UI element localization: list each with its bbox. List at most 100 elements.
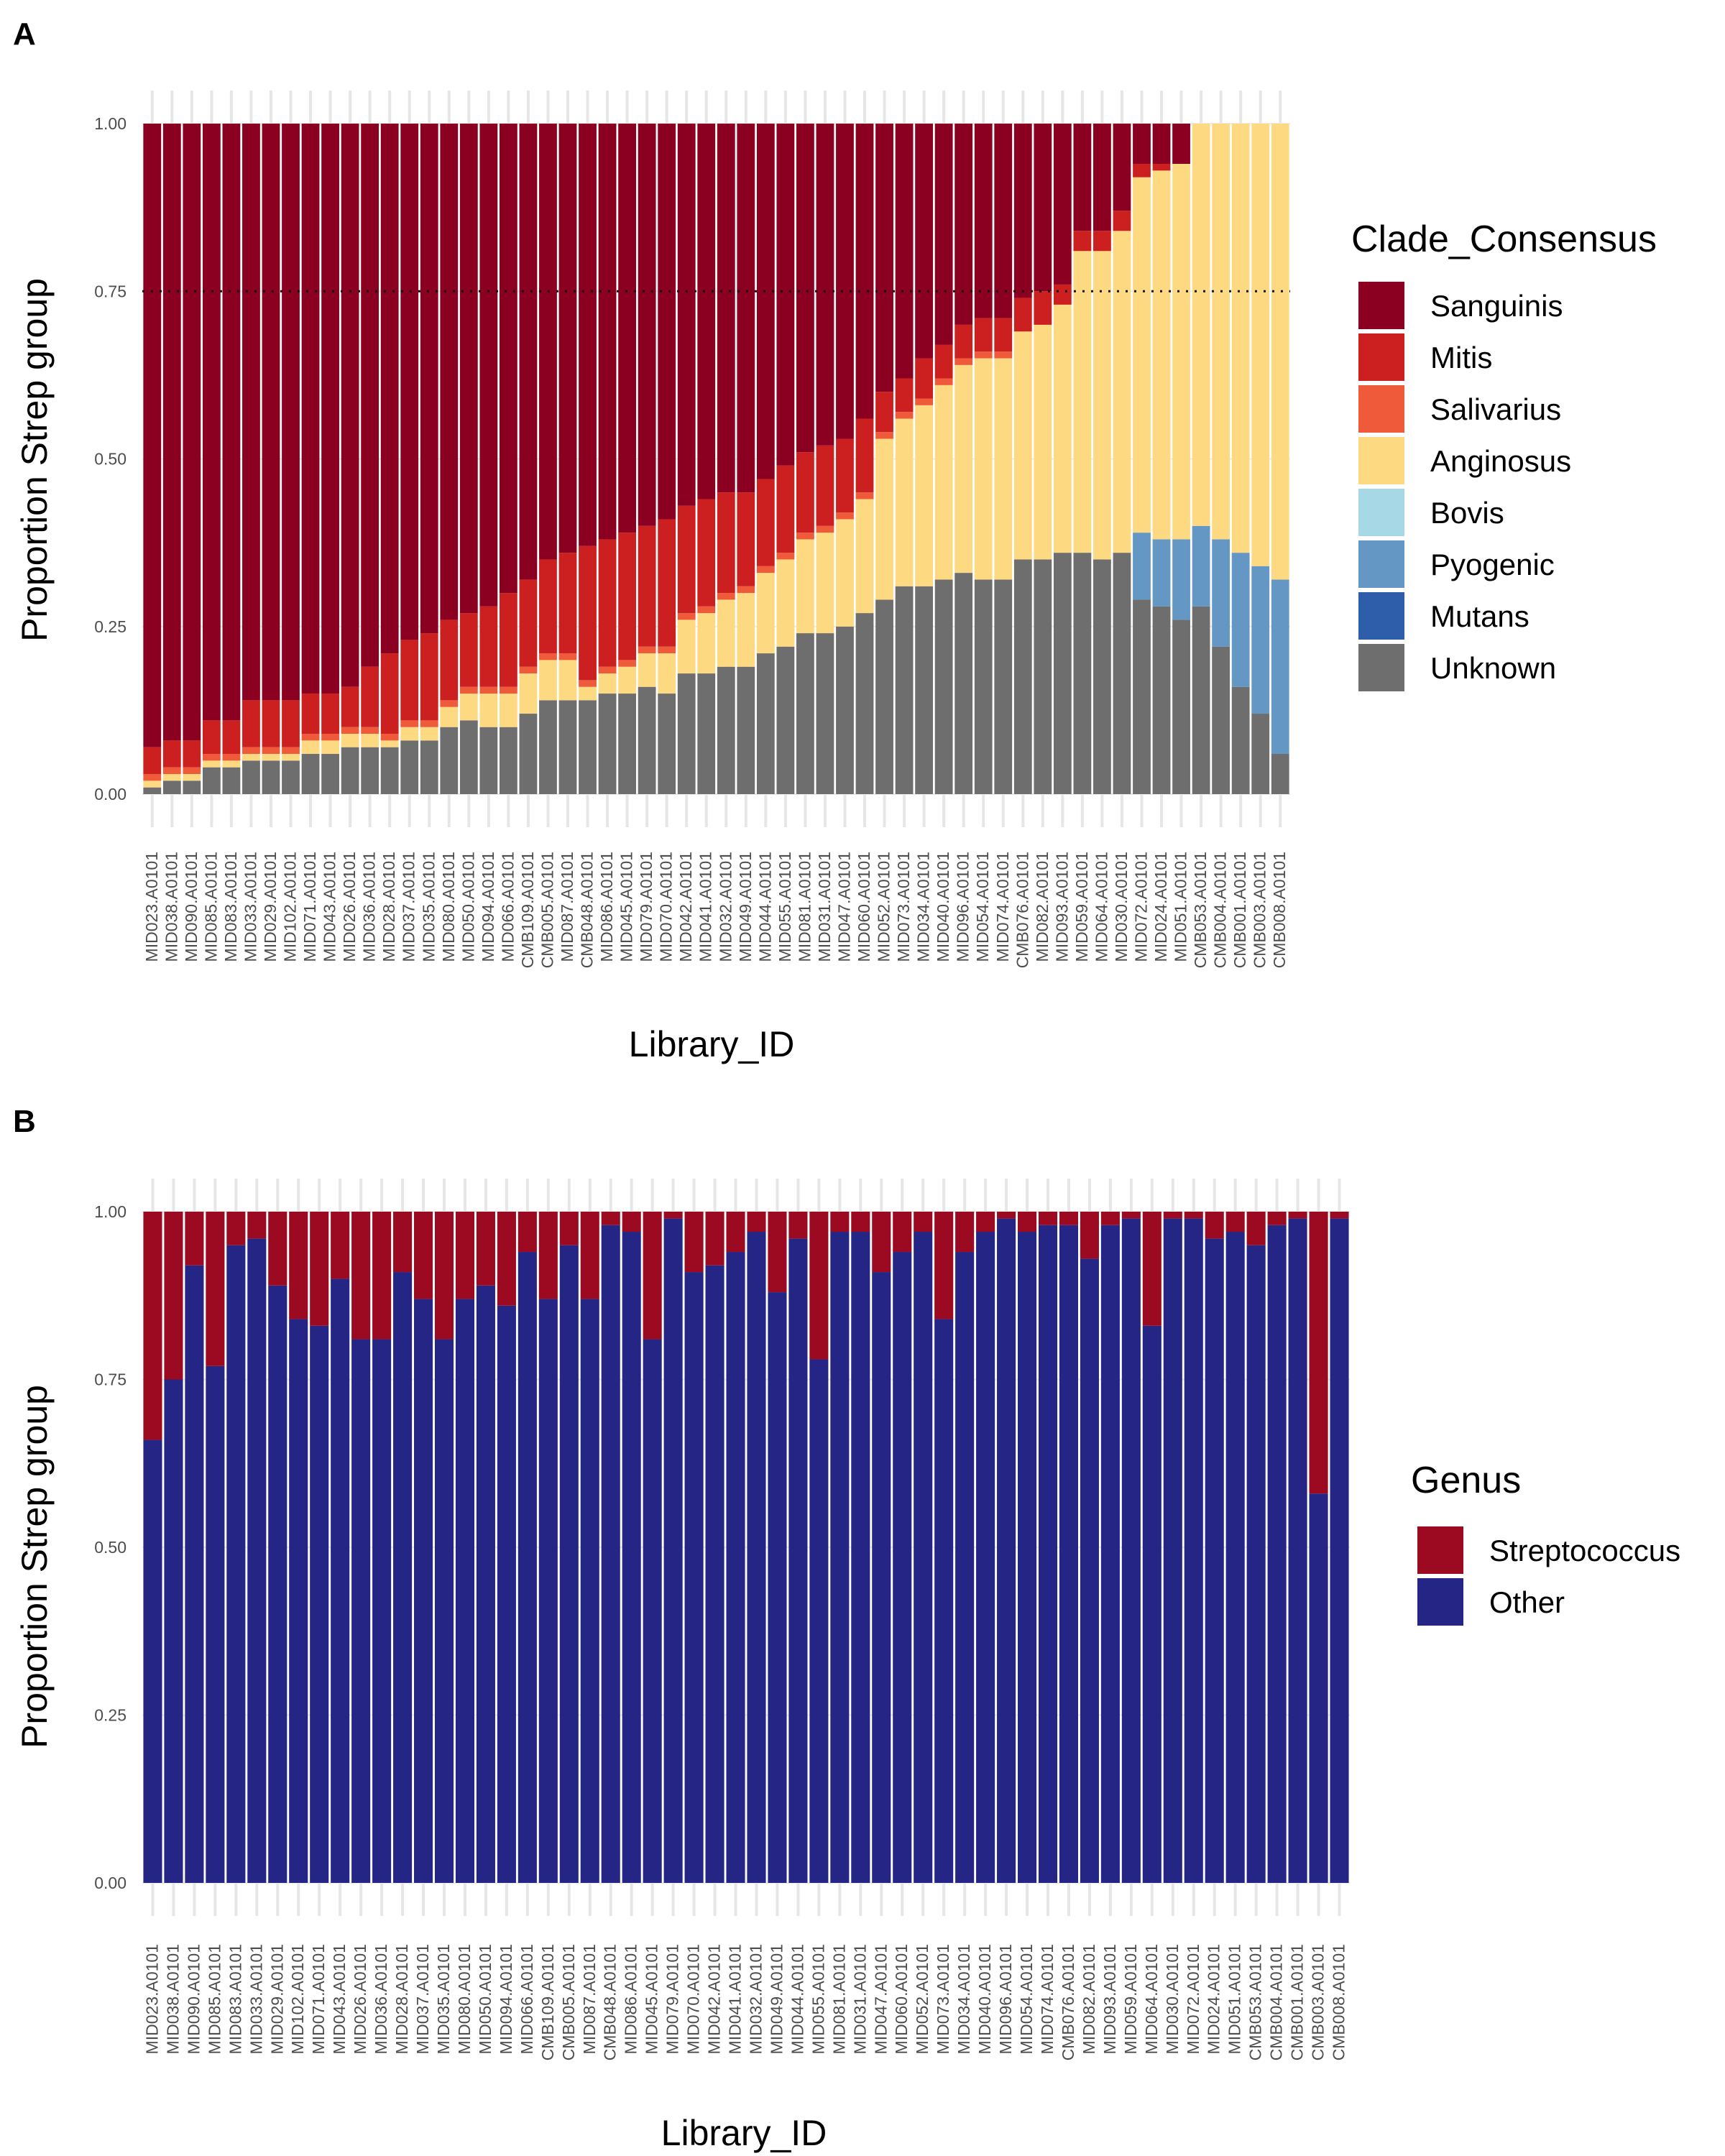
bar-segment-streptococcus bbox=[1288, 1212, 1307, 1219]
y-tick-label: 0.00 bbox=[94, 1874, 126, 1892]
bar-segment-other bbox=[476, 1285, 495, 1883]
x-tick-label: CMB109.A0101 bbox=[518, 852, 537, 968]
bar-segment-streptococcus bbox=[1225, 1212, 1245, 1233]
x-tick-label: MID028.A0101 bbox=[380, 852, 398, 962]
bar-segment-salivarius bbox=[776, 553, 795, 560]
bar-segment-sanguinis bbox=[162, 124, 181, 741]
bar-segment-other bbox=[914, 1232, 933, 1883]
bar-segment-salivarius bbox=[598, 666, 617, 674]
bar-segment-streptococcus bbox=[809, 1212, 829, 1360]
bar-segment-salivarius bbox=[579, 680, 597, 687]
y-tick-label: 1.00 bbox=[94, 114, 126, 133]
y-tick-label: 0.50 bbox=[94, 450, 126, 469]
bar-segment-streptococcus bbox=[1267, 1212, 1287, 1225]
bar-segment-streptococcus bbox=[289, 1212, 308, 1319]
bar-segment-anginosus bbox=[776, 559, 795, 647]
x-tick-label: CMB053.A0101 bbox=[1191, 852, 1210, 968]
bar-segment-anginosus bbox=[796, 539, 814, 634]
bar-segment-unknown bbox=[1093, 559, 1111, 794]
bar-segment-mitis bbox=[994, 318, 1013, 352]
bar-segment-salivarius bbox=[222, 754, 241, 761]
bar-segment-mitis bbox=[242, 700, 260, 747]
bar-segment-anginosus bbox=[1133, 177, 1151, 533]
bar-segment-other bbox=[538, 1299, 558, 1883]
x-tick-label: MID052.A0101 bbox=[913, 1944, 932, 2054]
bar-segment-anginosus bbox=[222, 760, 241, 768]
x-tick-label: MID037.A0101 bbox=[413, 1944, 432, 2054]
panel-a-x-ticks: MID023.A0101 MID038.A0101 MID090.A0101 MID0… bbox=[142, 852, 1289, 968]
bar-segment-mitis bbox=[618, 533, 636, 660]
bar-segment-anginosus bbox=[1113, 231, 1131, 553]
bar-segment-anginosus bbox=[934, 384, 953, 580]
bar-segment-anginosus bbox=[262, 754, 280, 761]
bar-segment-unknown bbox=[301, 754, 320, 794]
x-tick-label: MID043.A0101 bbox=[330, 1944, 349, 2054]
x-tick-label: MID072.A0101 bbox=[1131, 852, 1150, 962]
bar-segment-sanguinis bbox=[499, 124, 518, 594]
legend-label-mitis: Mitis bbox=[1430, 341, 1492, 374]
bar-segment-other bbox=[809, 1359, 829, 1883]
x-tick-label: MID090.A0101 bbox=[184, 1944, 203, 2054]
bar-segment-streptococcus bbox=[518, 1212, 537, 1253]
bar-segment-streptococcus bbox=[331, 1212, 350, 1279]
x-tick-label: MID080.A0101 bbox=[455, 1944, 474, 2054]
bar-segment-unknown bbox=[1073, 553, 1092, 794]
x-tick-label: MID036.A0101 bbox=[372, 1944, 390, 2054]
bar-segment-unknown bbox=[361, 747, 380, 794]
bar-segment-mitis bbox=[499, 593, 518, 687]
bar-segment-streptococcus bbox=[455, 1212, 474, 1299]
panel-b-legend: Genus Streptococcus Other bbox=[1411, 1460, 1680, 1626]
bar-segment-other bbox=[268, 1285, 288, 1883]
bar-segment-mitis bbox=[321, 694, 339, 734]
x-tick-label: MID024.A0101 bbox=[1205, 1944, 1223, 2054]
bar-segment-streptococcus bbox=[1246, 1212, 1266, 1245]
bar-segment-mitis bbox=[262, 700, 280, 747]
bar-segment-mitis bbox=[875, 392, 893, 433]
bar-segment-streptococcus bbox=[934, 1212, 954, 1319]
bar-segment-salivarius bbox=[756, 566, 775, 573]
bar-segment-sanguinis bbox=[558, 124, 577, 553]
bar-segment-other bbox=[768, 1292, 787, 1883]
bar-segment-other bbox=[1163, 1218, 1182, 1883]
bar-segment-mitis bbox=[440, 619, 459, 701]
legend-swatch-streptococcus bbox=[1417, 1526, 1463, 1574]
bar-segment-streptococcus bbox=[914, 1212, 933, 1233]
x-tick-label: MID054.A0101 bbox=[973, 852, 992, 962]
bar-segment-streptococcus bbox=[1142, 1212, 1162, 1326]
x-tick-label: MID038.A0101 bbox=[162, 852, 180, 962]
x-tick-label: MID042.A0101 bbox=[676, 852, 695, 962]
bar-segment-streptococcus bbox=[1059, 1212, 1078, 1225]
bar-segment-mitis bbox=[341, 686, 359, 727]
panel-b-legend-title: Genus bbox=[1411, 1460, 1521, 1501]
bar-segment-unknown bbox=[934, 579, 953, 794]
x-tick-label: MID094.A0101 bbox=[497, 1944, 515, 2054]
bar-segment-anginosus bbox=[242, 754, 260, 761]
bar-segment-mitis bbox=[459, 613, 478, 687]
bar-segment-salivarius bbox=[915, 398, 934, 405]
x-tick-label: MID041.A0101 bbox=[696, 852, 715, 962]
x-tick-label: MID054.A0101 bbox=[1017, 1944, 1036, 2054]
bar-segment-other bbox=[955, 1252, 975, 1883]
bar-segment-sanguinis bbox=[420, 124, 438, 634]
bar-segment-mitis bbox=[954, 324, 973, 359]
bar-segment-other bbox=[247, 1238, 267, 1883]
x-tick-label: MID040.A0101 bbox=[934, 852, 952, 962]
x-tick-label: MID034.A0101 bbox=[914, 852, 933, 962]
bar-segment-unknown bbox=[183, 780, 201, 794]
x-tick-label: MID051.A0101 bbox=[1172, 852, 1190, 962]
bar-segment-salivarius bbox=[934, 378, 953, 385]
bar-segment-unknown bbox=[262, 760, 280, 794]
panel-a-x-axis-title: Library_ID bbox=[629, 1024, 795, 1064]
bar-segment-salivarius bbox=[459, 686, 478, 694]
bar-segment-sanguinis bbox=[242, 124, 260, 701]
x-tick-label: CMB004.A0101 bbox=[1211, 852, 1230, 968]
legend-label-pyogenic: Pyogenic bbox=[1430, 548, 1555, 581]
bar-segment-salivarius bbox=[440, 700, 459, 707]
bar-segment-other bbox=[830, 1232, 850, 1883]
bar-segment-salivarius bbox=[875, 432, 893, 439]
bar-segment-mitis bbox=[1073, 231, 1092, 252]
bar-segment-sanguinis bbox=[954, 124, 973, 325]
bar-segment-sanguinis bbox=[974, 124, 993, 318]
bar-segment-streptococcus bbox=[393, 1212, 413, 1273]
bar-segment-anginosus bbox=[341, 734, 359, 747]
